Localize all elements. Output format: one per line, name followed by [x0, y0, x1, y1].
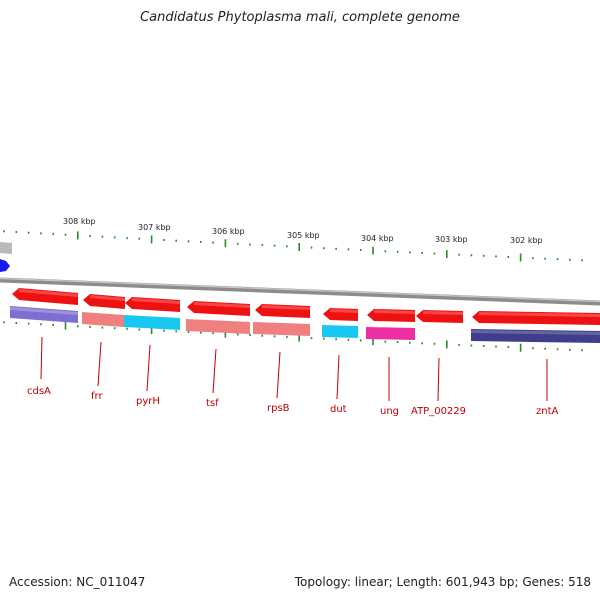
annotation-block-ung [366, 327, 415, 340]
annotation-block-dut [322, 325, 358, 338]
gene-labels: cdsA frr pyrH tsf rpsB dut ung ATP_00229… [27, 386, 559, 417]
scale-label-307: 307 kbp [138, 223, 171, 232]
left-edge-gray-block [0, 242, 12, 254]
gene-label-zntA[interactable]: zntA [536, 406, 559, 417]
forward-strand-track [12, 288, 600, 325]
scale-label-306: 306 kbp [212, 227, 245, 236]
gene-label-ung[interactable]: ung [380, 406, 399, 417]
accession-text: Accession: NC_011047 [9, 575, 146, 589]
annotation-track [10, 306, 600, 343]
top-tick-track [3, 230, 583, 262]
gene-label-cdsA[interactable]: cdsA [27, 386, 51, 397]
gene-label-dut[interactable]: dut [330, 404, 347, 415]
scale-label-304: 304 kbp [361, 234, 394, 243]
genome-backbone [0, 277, 600, 306]
gene-label-frr[interactable]: frr [91, 391, 103, 402]
annotation-block-rpsB [253, 322, 310, 336]
scale-label-303: 303 kbp [435, 235, 468, 244]
scale-labels: 308 kbp 307 kbp 306 kbp 305 kbp 304 kbp … [63, 217, 543, 245]
bottom-tick-track [3, 321, 583, 352]
map-title: Candidatus Phytoplasma mali, complete ge… [140, 10, 460, 25]
gene-label-ATP_00229[interactable]: ATP_00229 [411, 406, 466, 417]
gene-label-pyrH[interactable]: pyrH [136, 396, 160, 407]
annotation-block-cdsA [10, 306, 78, 323]
annotation-block-pyrH [124, 315, 180, 330]
genome-summary-text: Topology: linear; Length: 601,943 bp; Ge… [294, 575, 591, 589]
gene-label-tsf[interactable]: tsf [206, 398, 219, 409]
label-leader-lines [40, 336, 548, 402]
left-edge-marker-icon [0, 259, 10, 272]
scale-label-305: 305 kbp [287, 231, 320, 240]
annotation-block-tsf [186, 319, 250, 334]
scale-label-302: 302 kbp [510, 236, 543, 245]
annotation-block-frr [82, 312, 124, 327]
annotation-block-zntA [471, 329, 600, 343]
scale-label-308: 308 kbp [63, 217, 96, 226]
gene-label-rpsB[interactable]: rpsB [267, 403, 290, 414]
